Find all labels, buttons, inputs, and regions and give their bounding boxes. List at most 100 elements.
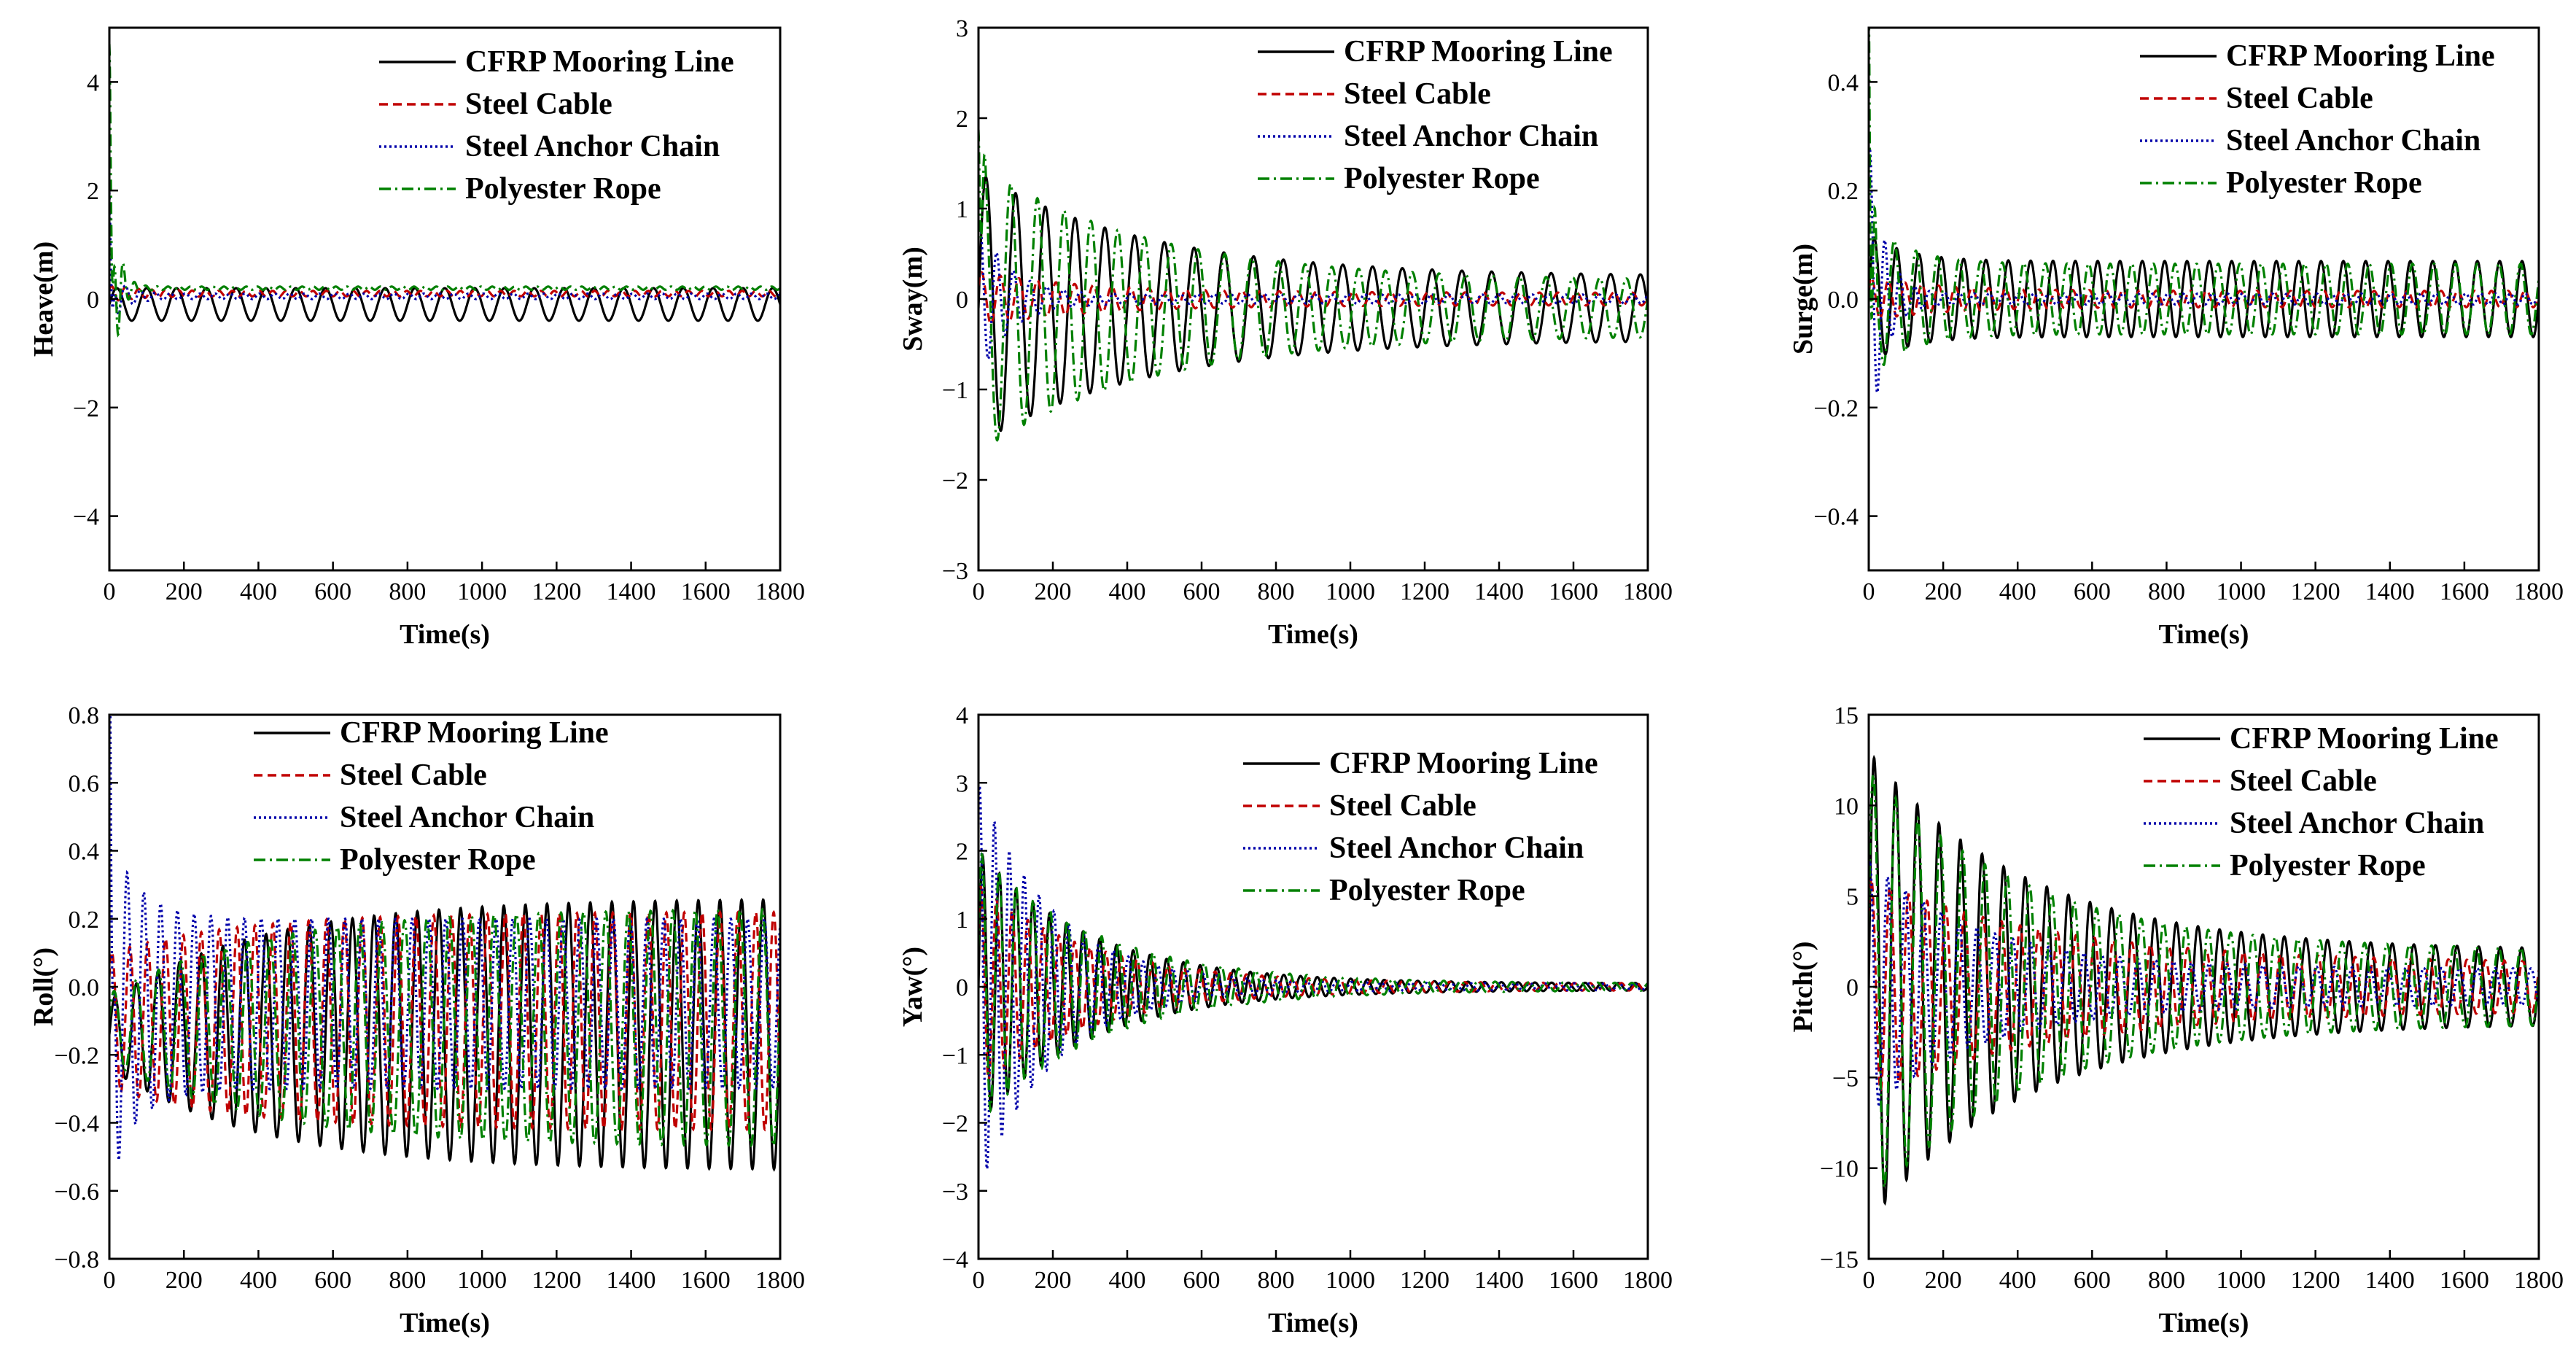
y-tick-label: 1: [956, 907, 968, 934]
y-tick-label: 3: [956, 15, 968, 42]
y-tick-label: 5: [1846, 884, 1859, 911]
legend-label: Steel Cable: [340, 759, 487, 792]
x-tick-label: 400: [1109, 1267, 1146, 1294]
y-tick-label: 0: [956, 974, 968, 1001]
x-tick-label: 0: [104, 578, 116, 605]
x-axis-title: Time(s): [1268, 1308, 1358, 1338]
x-tick-label: 800: [1258, 578, 1295, 605]
legend-label: Polyester Rope: [340, 843, 536, 877]
x-tick-label: 1000: [2217, 578, 2266, 605]
series-group-sway: [978, 129, 1648, 442]
x-tick-label: 1600: [1549, 1267, 1598, 1294]
x-tick-label: 1000: [2217, 1267, 2266, 1294]
legend-label: Polyester Rope: [1344, 162, 1540, 195]
legend-label: Steel Cable: [2230, 764, 2377, 798]
legend: CFRP Mooring Line Steel Cable Steel Anchor…: [379, 45, 734, 206]
x-tick-label: 600: [314, 1267, 351, 1294]
y-tick-label: −15: [1820, 1246, 1859, 1273]
series-line-sway-cfrp-mooring-line: [978, 175, 1648, 432]
series-line-surge-steel-anchor-chain: [1869, 146, 2539, 395]
x-tick-label: 1400: [607, 578, 656, 605]
x-tick-label: 600: [1183, 1267, 1221, 1294]
y-axis-title: Pitch(°): [1788, 942, 1818, 1033]
x-tick-label: 600: [2074, 578, 2111, 605]
legend-label: CFRP Mooring Line: [1329, 747, 1598, 780]
y-tick-label: 0.8: [69, 702, 100, 729]
legend: CFRP Mooring Line Steel Cable Steel Anchor…: [1243, 747, 1598, 907]
x-tick-label: 1000: [457, 578, 507, 605]
series-group-roll: [109, 715, 780, 1172]
x-tick-label: 1800: [2514, 1267, 2564, 1294]
series-line-heave-cfrp-mooring-line: [109, 287, 780, 322]
series-line-yaw-polyester-rope: [978, 852, 1648, 1114]
legend-label: Polyester Rope: [2230, 849, 2426, 882]
y-tick-label: −5: [1832, 1065, 1859, 1092]
y-tick-label: 0.4: [1828, 69, 1859, 96]
y-axis-title: Surge(m): [1788, 244, 1818, 354]
y-tick-label: 4: [87, 69, 99, 96]
y-tick-label: −0.4: [1813, 504, 1859, 531]
legend-label: CFRP Mooring Line: [1344, 35, 1613, 69]
y-tick-label: −3: [942, 558, 968, 585]
legend-label: CFRP Mooring Line: [2230, 722, 2499, 756]
x-tick-label: 600: [1183, 578, 1221, 605]
series-line-pitch-cfrp-mooring-line: [1869, 754, 2539, 1206]
legend-label: Steel Cable: [2226, 82, 2373, 115]
y-tick-label: 0.2: [69, 907, 100, 934]
plot-frame: [108, 26, 782, 572]
series-line-surge-polyester-rope: [1869, 28, 2539, 367]
chart-panel-surge: 0 200 400 600 800 1000 1200 1400 1600 1800 −0.4 −0.…: [1788, 26, 2564, 650]
series-line-pitch-polyester-rope: [1869, 771, 2539, 1190]
y-tick-label: −0.6: [54, 1179, 99, 1206]
y-tick-label: −0.2: [1813, 395, 1859, 422]
x-tick-label: 1200: [2291, 1267, 2340, 1294]
y-tick-label: −10: [1820, 1156, 1859, 1183]
series-line-surge-cfrp-mooring-line: [1869, 236, 2539, 356]
x-tick-label: 200: [1035, 1267, 1072, 1294]
x-tick-label: 1600: [2440, 578, 2489, 605]
x-tick-label: 200: [1035, 578, 1072, 605]
x-tick-label: 800: [2148, 578, 2185, 605]
series-line-sway-steel-anchor-chain: [978, 220, 1648, 360]
y-tick-label: 10: [1834, 793, 1859, 820]
legend-label: Steel Anchor Chain: [465, 130, 720, 163]
y-axis-title: Heave(m): [28, 241, 59, 357]
y-tick-label: 3: [956, 770, 968, 797]
legend-label: Steel Anchor Chain: [1344, 120, 1598, 153]
legend-label: Steel Anchor Chain: [2230, 807, 2484, 840]
legend: CFRP Mooring Line Steel Cable Steel Anchor…: [254, 716, 609, 877]
y-tick-label: −2: [942, 1111, 968, 1138]
x-tick-label: 1800: [2514, 578, 2564, 605]
y-tick-label: −0.8: [54, 1246, 99, 1273]
x-tick-label: 1000: [1326, 578, 1375, 605]
x-tick-label: 1800: [755, 1267, 805, 1294]
x-tick-label: 600: [2074, 1267, 2111, 1294]
x-tick-label: 1800: [755, 578, 805, 605]
series-group-yaw: [978, 781, 1648, 1171]
y-tick-label: 0: [87, 287, 99, 314]
series-group-surge: [1869, 28, 2539, 395]
y-tick-label: −2: [73, 395, 99, 422]
y-tick-label: 0.6: [69, 770, 100, 797]
y-tick-label: −4: [73, 504, 99, 531]
x-tick-label: 600: [314, 578, 351, 605]
y-tick-label: 0.0: [69, 974, 100, 1001]
x-tick-label: 200: [1925, 1267, 1962, 1294]
y-tick-label: 15: [1834, 702, 1859, 729]
y-tick-label: −2: [942, 468, 968, 494]
series-line-surge-steel-cable: [1869, 276, 2539, 320]
chart-panel-pitch: 0 200 400 600 800 1000 1200 1400 1600 1800 −15 −10 −…: [1788, 702, 2564, 1338]
legend-label: Steel Anchor Chain: [1329, 831, 1584, 865]
series-line-heave-steel-cable: [109, 284, 780, 302]
chart-panel-heave: 0 200 400 600 800 1000 1200 1400 1600 1800 −4 −2 0 2 4…: [28, 26, 805, 650]
legend-label: Polyester Rope: [1329, 874, 1525, 907]
x-tick-label: 1400: [2365, 578, 2415, 605]
x-tick-label: 400: [1999, 578, 2036, 605]
series-line-roll-steel-cable: [109, 909, 780, 1132]
y-tick-label: 2: [956, 106, 968, 133]
legend-label: Steel Anchor Chain: [2226, 124, 2480, 158]
chart-panel-yaw: 0 200 400 600 800 1000 1200 1400 1600 1800 −4 −3 −2 −…: [898, 702, 1673, 1338]
x-axis-title: Time(s): [1268, 619, 1358, 650]
legend-label: Steel Anchor Chain: [340, 801, 594, 834]
